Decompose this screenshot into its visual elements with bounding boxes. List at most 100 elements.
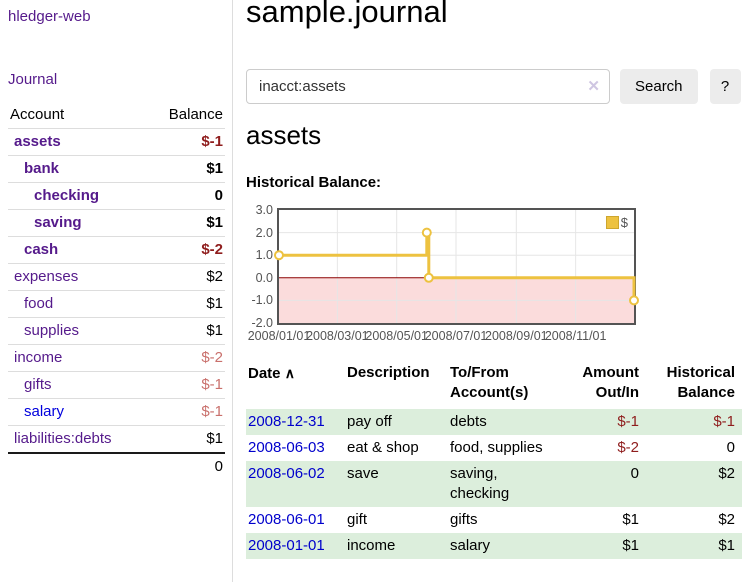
transaction-amount: $-2 bbox=[617, 439, 639, 456]
transaction-balance: $1 bbox=[718, 537, 735, 554]
accounts-column-header: To/From Account(s) bbox=[450, 364, 529, 401]
transaction-accounts: saving, checking bbox=[450, 465, 510, 502]
account-link[interactable]: bank bbox=[24, 160, 60, 177]
account-link[interactable]: cash bbox=[24, 241, 59, 258]
x-tick-label: 2008/03/01 bbox=[306, 329, 369, 343]
x-tick-label: 2008/09/01 bbox=[485, 329, 548, 343]
account-link[interactable]: supplies bbox=[24, 322, 80, 339]
account-row: supplies $1 bbox=[8, 317, 225, 345]
transaction-row: 2008-06-02 save saving, checking 0 $2 bbox=[246, 461, 742, 507]
account-row: liabilities:debts $1 bbox=[8, 425, 225, 454]
x-tick-label: 2008/01/01 bbox=[247, 329, 311, 343]
transaction-date-link[interactable]: 2008-06-01 bbox=[248, 511, 325, 528]
transaction-date-link[interactable]: 2008-01-01 bbox=[248, 537, 325, 554]
transaction-row: 2008-01-01 income salary $1 $1 bbox=[246, 533, 742, 559]
account-balance: $-1 bbox=[201, 376, 223, 393]
transaction-accounts: food, supplies bbox=[450, 439, 543, 456]
account-balance: $1 bbox=[206, 430, 223, 447]
account-link[interactable]: liabilities:debts bbox=[14, 430, 112, 447]
transaction-row: 2008-06-01 gift gifts $1 $2 bbox=[246, 507, 742, 533]
transaction-accounts: salary bbox=[450, 537, 491, 554]
account-balance: $-2 bbox=[201, 241, 223, 258]
amount-column-header: Amount Out/In bbox=[582, 364, 639, 401]
legend-label: $ bbox=[620, 215, 628, 230]
transaction-balance: $2 bbox=[718, 465, 735, 482]
transaction-balance: $2 bbox=[718, 511, 735, 528]
search-input[interactable] bbox=[246, 69, 610, 104]
clear-search-icon[interactable]: ✕ bbox=[587, 78, 600, 95]
account-balance: $1 bbox=[206, 322, 223, 339]
transaction-description: eat & shop bbox=[347, 439, 419, 456]
transaction-balance: 0 bbox=[726, 439, 735, 456]
legend-swatch-icon bbox=[605, 216, 619, 229]
account-title: assets bbox=[246, 120, 322, 150]
register-header-row: Date ∧ Description To/From Account(s) Am… bbox=[246, 361, 742, 409]
search-button[interactable]: Search bbox=[620, 69, 698, 104]
account-link[interactable]: expenses bbox=[14, 268, 79, 285]
register-table: Date ∧ Description To/From Account(s) Am… bbox=[246, 361, 742, 559]
app-title-link[interactable]: hledger-web bbox=[8, 8, 91, 25]
transaction-row: 2008-12-31 pay off debts $-1 $-1 bbox=[246, 409, 742, 435]
account-row: saving $1 bbox=[8, 209, 225, 237]
sidebar-item-journal[interactable]: Journal bbox=[8, 71, 58, 88]
transaction-amount: $1 bbox=[622, 537, 639, 554]
account-balance: 0 bbox=[214, 187, 223, 204]
transaction-amount: 0 bbox=[630, 465, 639, 482]
account-row: assets $-1 bbox=[8, 128, 225, 156]
transaction-accounts: debts bbox=[450, 413, 487, 430]
account-link[interactable]: income bbox=[14, 349, 63, 366]
chart-canvas bbox=[274, 210, 639, 323]
account-row: salary $-1 bbox=[8, 398, 225, 426]
transaction-balance: $-1 bbox=[713, 413, 735, 430]
account-balance: $-2 bbox=[201, 349, 223, 366]
account-link[interactable]: salary bbox=[24, 403, 65, 420]
x-tick-label: 2008/11/01 bbox=[544, 329, 607, 343]
y-tick-label: -1.0 bbox=[251, 293, 273, 308]
transaction-row: 2008-06-03 eat & shop food, supplies $-2… bbox=[246, 435, 742, 461]
transaction-date-link[interactable]: 2008-06-02 bbox=[248, 465, 325, 482]
account-row: checking 0 bbox=[8, 182, 225, 210]
account-link[interactable]: gifts bbox=[24, 376, 52, 393]
y-tick-label: 3.0 bbox=[255, 203, 273, 217]
accounts-total-spacer bbox=[8, 453, 148, 480]
account-row: cash $-2 bbox=[8, 236, 225, 264]
historical-balance-chart: 3.0 2.0 1.0 0.0 -1.0 -2.0 $ 2008/01/01 2008/03… bbox=[246, 202, 716, 346]
account-link[interactable]: assets bbox=[14, 133, 61, 150]
date-column-header[interactable]: Date ∧ bbox=[248, 365, 295, 382]
search-form: ✕ Search ? bbox=[246, 69, 741, 104]
account-balance: $2 bbox=[206, 268, 223, 285]
y-tick-label: 2.0 bbox=[255, 225, 273, 240]
transaction-date-link[interactable]: 2008-12-31 bbox=[248, 413, 325, 430]
account-column-header: Account bbox=[10, 106, 65, 123]
transaction-amount: $-1 bbox=[617, 413, 639, 430]
main-content: sample.journal ✕ Search ? assets Histori… bbox=[246, 0, 742, 582]
balance-column-header: Historical Balance bbox=[666, 364, 735, 401]
help-button[interactable]: ? bbox=[709, 69, 741, 104]
y-tick-label: 0.0 bbox=[255, 270, 273, 285]
sort-ascending-icon: ∧ bbox=[284, 365, 295, 381]
description-column-header: Description bbox=[347, 364, 430, 381]
accounts-total-value: 0 bbox=[214, 458, 223, 475]
transaction-amount: $1 bbox=[622, 511, 639, 528]
account-balance: $-1 bbox=[201, 133, 223, 150]
account-row: income $-2 bbox=[8, 344, 225, 372]
transaction-accounts: gifts bbox=[450, 511, 478, 528]
page-title: sample.journal bbox=[246, 0, 448, 29]
transaction-description: gift bbox=[347, 511, 368, 528]
transaction-date-link[interactable]: 2008-06-03 bbox=[248, 439, 325, 456]
account-link[interactable]: checking bbox=[34, 187, 100, 204]
chart-plot-area: $ bbox=[274, 208, 639, 325]
account-balance: $1 bbox=[206, 214, 223, 231]
account-link[interactable]: food bbox=[24, 295, 54, 312]
account-balance: $1 bbox=[206, 295, 223, 312]
transaction-description: pay off bbox=[347, 413, 392, 430]
chart-legend: $ bbox=[605, 215, 628, 230]
account-row: gifts $-1 bbox=[8, 371, 225, 399]
balance-column-header: Balance bbox=[168, 106, 223, 123]
account-row: expenses $2 bbox=[8, 263, 225, 291]
transaction-description: income bbox=[347, 537, 396, 554]
account-link[interactable]: saving bbox=[34, 214, 82, 231]
accounts-table-header: Account Balance bbox=[8, 102, 225, 129]
x-tick-label: 2008/05/01 bbox=[365, 329, 428, 343]
transaction-description: save bbox=[347, 465, 379, 482]
